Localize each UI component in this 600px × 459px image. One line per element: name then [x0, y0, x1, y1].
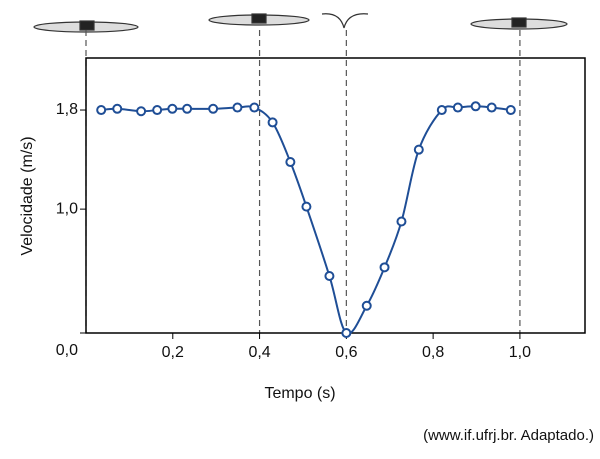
- swimmer-icon: [79, 20, 95, 31]
- data-point: [341, 328, 352, 338]
- swimmer-icon: [321, 13, 369, 29]
- data-point: [436, 105, 447, 116]
- data-point: [301, 201, 312, 212]
- data-point: [396, 216, 407, 227]
- data-point: [452, 102, 463, 113]
- data-point: [470, 101, 481, 112]
- plot-frame: [85, 57, 586, 334]
- data-point: [413, 144, 424, 155]
- x-tick-label: 0,6: [335, 344, 357, 361]
- source-note: (www.if.ufrj.br. Adaptado.): [423, 427, 594, 444]
- x-axis-title: Tempo (s): [264, 385, 335, 402]
- data-point: [96, 105, 107, 116]
- x-tick-label: 1,0: [509, 344, 531, 361]
- x-tick-label: 0,2: [162, 344, 184, 361]
- data-point: [232, 102, 243, 113]
- data-point: [112, 103, 123, 114]
- swimmer-icon: [511, 17, 527, 28]
- y-tick-label: 1,8: [56, 101, 78, 118]
- x-tick-label: 0,8: [422, 344, 444, 361]
- swimmer-icon: [251, 13, 267, 24]
- data-point: [379, 262, 390, 273]
- data-point: [136, 106, 147, 117]
- y-tick-label: 0,0: [56, 342, 78, 359]
- data-point: [361, 300, 372, 311]
- series-line: [101, 105, 511, 335]
- data-point: [505, 105, 516, 116]
- data-point: [182, 103, 193, 114]
- data-point: [267, 117, 278, 128]
- y-axis-title: Velocidade (m/s): [19, 136, 36, 255]
- swimmer-icons: [33, 13, 568, 33]
- data-point: [285, 157, 296, 168]
- data-point: [486, 102, 497, 113]
- data-point: [208, 103, 219, 114]
- y-tick-label: 1,0: [56, 200, 78, 217]
- data-point: [324, 271, 335, 282]
- data-point: [249, 102, 260, 113]
- data-point: [167, 103, 178, 114]
- x-tick-label: 0,4: [248, 344, 270, 361]
- data-point: [152, 105, 163, 116]
